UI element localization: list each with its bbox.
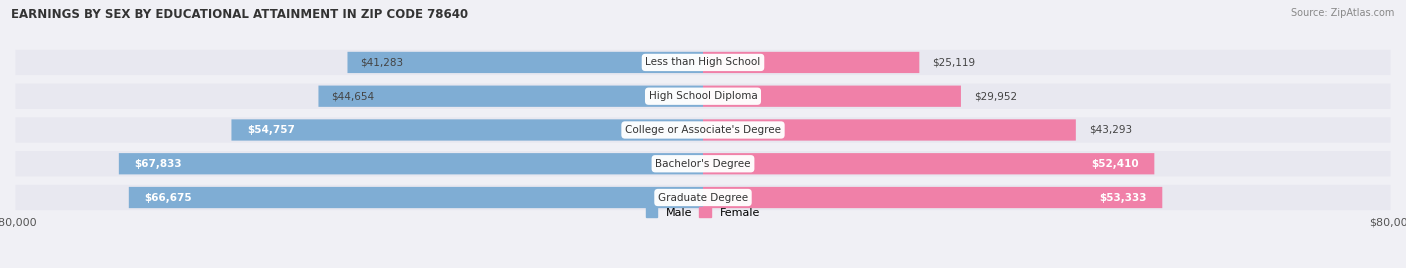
- Text: $25,119: $25,119: [932, 57, 976, 68]
- Text: $29,952: $29,952: [974, 91, 1017, 101]
- FancyBboxPatch shape: [703, 119, 1076, 141]
- FancyBboxPatch shape: [15, 117, 1391, 143]
- FancyBboxPatch shape: [703, 52, 920, 73]
- FancyBboxPatch shape: [15, 151, 1391, 176]
- FancyBboxPatch shape: [232, 119, 703, 141]
- Text: Less than High School: Less than High School: [645, 57, 761, 68]
- FancyBboxPatch shape: [347, 52, 703, 73]
- Text: High School Diploma: High School Diploma: [648, 91, 758, 101]
- FancyBboxPatch shape: [703, 153, 1154, 174]
- Text: $44,654: $44,654: [332, 91, 374, 101]
- Text: College or Associate's Degree: College or Associate's Degree: [626, 125, 780, 135]
- FancyBboxPatch shape: [703, 85, 960, 107]
- Text: Graduate Degree: Graduate Degree: [658, 192, 748, 203]
- Text: Source: ZipAtlas.com: Source: ZipAtlas.com: [1291, 8, 1395, 18]
- FancyBboxPatch shape: [129, 187, 703, 208]
- FancyBboxPatch shape: [703, 187, 1163, 208]
- FancyBboxPatch shape: [15, 50, 1391, 75]
- Text: $43,293: $43,293: [1088, 125, 1132, 135]
- Text: $67,833: $67,833: [135, 159, 181, 169]
- FancyBboxPatch shape: [318, 85, 703, 107]
- FancyBboxPatch shape: [15, 185, 1391, 210]
- FancyBboxPatch shape: [120, 153, 703, 174]
- Text: $53,333: $53,333: [1099, 192, 1147, 203]
- Text: EARNINGS BY SEX BY EDUCATIONAL ATTAINMENT IN ZIP CODE 78640: EARNINGS BY SEX BY EDUCATIONAL ATTAINMEN…: [11, 8, 468, 21]
- Text: $52,410: $52,410: [1091, 159, 1139, 169]
- FancyBboxPatch shape: [15, 84, 1391, 109]
- Text: Bachelor's Degree: Bachelor's Degree: [655, 159, 751, 169]
- Text: $66,675: $66,675: [145, 192, 193, 203]
- Text: $54,757: $54,757: [247, 125, 295, 135]
- Text: $41,283: $41,283: [360, 57, 404, 68]
- Legend: Male, Female: Male, Female: [641, 203, 765, 222]
